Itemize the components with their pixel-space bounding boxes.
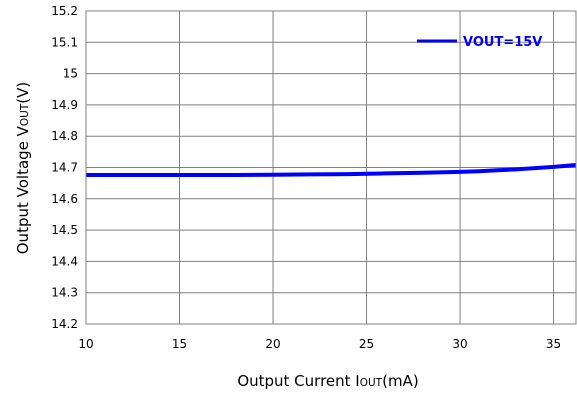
x-tick-labels: 10 15 20 25 30 35 (78, 337, 561, 351)
legend-label-vout-15v: VOUT=15V (463, 35, 542, 50)
y-tick-label: 15.2 (51, 4, 78, 18)
y-tick-label: 14.7 (51, 161, 78, 175)
y-tick-label: 14.2 (51, 317, 78, 331)
x-tick-label: 10 (78, 337, 93, 351)
series-layer (86, 163, 577, 177)
x-tick-label: 20 (265, 337, 280, 351)
x-tick-label: 15 (172, 337, 187, 351)
y-tick-label: 15 (63, 67, 78, 81)
y-tick-label: 14.6 (51, 192, 78, 206)
y-tick-label: 14.3 (51, 286, 78, 300)
x-axis-title: Output Current IOUT(mA) (237, 372, 418, 390)
x-tick-label: 25 (359, 337, 374, 351)
grid-lines (85, 10, 576, 325)
x-tick-label: 35 (546, 337, 561, 351)
legend: VOUT=15V (417, 35, 542, 50)
y-tick-label: 14.4 (51, 254, 78, 268)
y-tick-label: 14.5 (51, 223, 78, 237)
y-tick-labels: 15.2 15.1 15 14.9 14.8 14.7 14.6 14.5 14.4 14.3 14… (51, 4, 78, 331)
y-tick-label: 14.9 (51, 98, 78, 112)
y-tick-label: 15.1 (51, 35, 78, 49)
plot-area-frame (85, 10, 577, 325)
y-tick-label: 14.8 (51, 129, 78, 143)
series-line-vout-15v (86, 163, 577, 177)
y-axis-title: Output Voltage VOUT(V) (14, 82, 32, 255)
x-tick-label: 30 (452, 337, 467, 351)
